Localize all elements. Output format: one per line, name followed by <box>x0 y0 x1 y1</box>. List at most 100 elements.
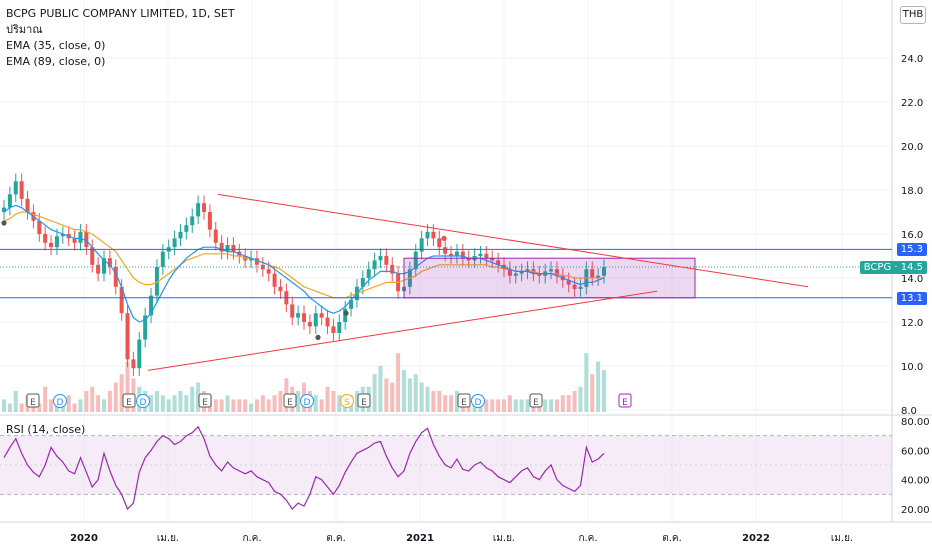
event-badge-label: E <box>287 398 293 408</box>
event-badge-label: E <box>622 398 628 408</box>
time-axis-tick-label: ต.ค. <box>662 533 682 544</box>
candle-body <box>143 315 148 340</box>
price-axis-tick-label: 20.0 <box>901 142 923 153</box>
currency-button[interactable]: THB <box>900 6 926 24</box>
candle-body <box>37 220 42 234</box>
candle-body <box>537 273 542 276</box>
volume-bar <box>96 395 101 412</box>
ema89-indicator-label[interactable]: EMA (89, close, 0) <box>6 55 106 68</box>
ema35-indicator-label[interactable]: EMA (35, close, 0) <box>6 39 106 52</box>
volume-bar <box>572 391 577 412</box>
volume-bar <box>425 386 430 412</box>
candle-body <box>225 245 230 252</box>
candle-body <box>260 264 265 270</box>
earnings-event-icon <box>26 393 40 408</box>
volume-bar <box>319 399 324 412</box>
candle-body <box>349 300 354 309</box>
candle-body <box>507 269 512 276</box>
volume-bar <box>390 382 395 412</box>
rsi-legend-label[interactable]: RSI (14, close) <box>6 423 86 436</box>
event-badge-label: D <box>475 398 482 408</box>
volume-bar <box>554 399 559 412</box>
event-badge-label: E <box>30 398 36 408</box>
candle-body <box>231 245 236 252</box>
time-axis-tick-label: ก.ค. <box>242 533 261 544</box>
volume-bar <box>296 391 301 412</box>
candle-body <box>413 251 418 270</box>
candle-body <box>113 267 118 287</box>
volume-bar <box>72 403 77 412</box>
dividend-event-icon <box>471 394 485 408</box>
candle-body <box>519 271 524 274</box>
candle-body <box>460 251 465 259</box>
volume-bar <box>484 399 489 412</box>
volume-bar <box>543 399 548 412</box>
volume-bar <box>502 399 506 412</box>
dividend-event-icon <box>53 394 67 408</box>
volume-bar <box>584 353 589 412</box>
chart-title[interactable]: BCPG PUBLIC COMPANY LIMITED, 1D, SET <box>6 7 235 20</box>
volume-bar <box>184 395 189 412</box>
volume-bar <box>331 391 336 412</box>
volume-bar <box>454 391 459 412</box>
volume-bar <box>196 382 201 412</box>
volume-bar <box>384 378 389 412</box>
candle-body <box>554 269 559 276</box>
price-axis-tick-label: 8.0 <box>901 406 917 417</box>
candle-body <box>96 264 101 274</box>
volume-bar <box>325 386 330 412</box>
volume-bar <box>66 395 71 412</box>
candle-body <box>278 286 283 292</box>
chart-legend: BCPG PUBLIC COMPANY LIMITED, 1D, SET ปริ… <box>6 6 235 70</box>
volume-bar <box>443 395 448 412</box>
earnings-event-icon <box>283 393 297 408</box>
volume-bar <box>278 391 283 412</box>
volume-bar <box>578 386 583 412</box>
price-axis-tick-label: 22.0 <box>901 98 923 109</box>
volume-bar <box>90 386 95 412</box>
candle-body <box>202 203 206 212</box>
volume-bar <box>219 399 224 412</box>
event-badge-label: E <box>126 398 132 408</box>
candle-body <box>366 269 371 278</box>
candle-body <box>213 229 218 243</box>
volume-bar <box>266 399 271 412</box>
earnings-event-icon <box>122 393 136 408</box>
volume-bar <box>372 374 377 412</box>
candle-body <box>578 286 583 289</box>
candle-body <box>72 238 77 243</box>
volume-bar <box>449 395 454 412</box>
candle-body <box>54 236 59 248</box>
candle-body <box>219 242 224 252</box>
price-axis-tick-label: 14.0 <box>901 274 923 285</box>
candle-body <box>454 251 459 256</box>
candle-body <box>60 234 65 237</box>
candle-body <box>131 359 136 369</box>
dividend-event-icon <box>136 394 150 408</box>
candle-body <box>549 269 554 272</box>
candle-body <box>478 253 483 256</box>
volume-bar <box>566 395 571 412</box>
time-axis-tick-label: เม.ย. <box>157 533 179 544</box>
volume-bar <box>225 395 230 412</box>
range-rectangle <box>403 257 696 299</box>
candle-body <box>19 181 24 199</box>
price-axis-tick-label: 18.0 <box>901 186 923 197</box>
earnings-event-icon <box>457 393 471 408</box>
volume-bar <box>166 399 171 412</box>
candle-body <box>566 280 571 285</box>
volume-bar <box>13 391 18 412</box>
volume-bar <box>37 403 42 412</box>
volume-bar <box>178 391 183 412</box>
price-axis-tick-label: 24.0 <box>901 54 923 65</box>
candle-body <box>466 258 471 261</box>
volume-bar <box>402 370 406 412</box>
volume-indicator-label[interactable]: ปริมาณ <box>6 23 43 36</box>
event-badge-label: S <box>344 398 350 408</box>
signal-marker <box>315 334 321 340</box>
candle-body <box>172 238 177 248</box>
volume-bar <box>49 399 54 412</box>
volume-bar <box>113 382 118 412</box>
